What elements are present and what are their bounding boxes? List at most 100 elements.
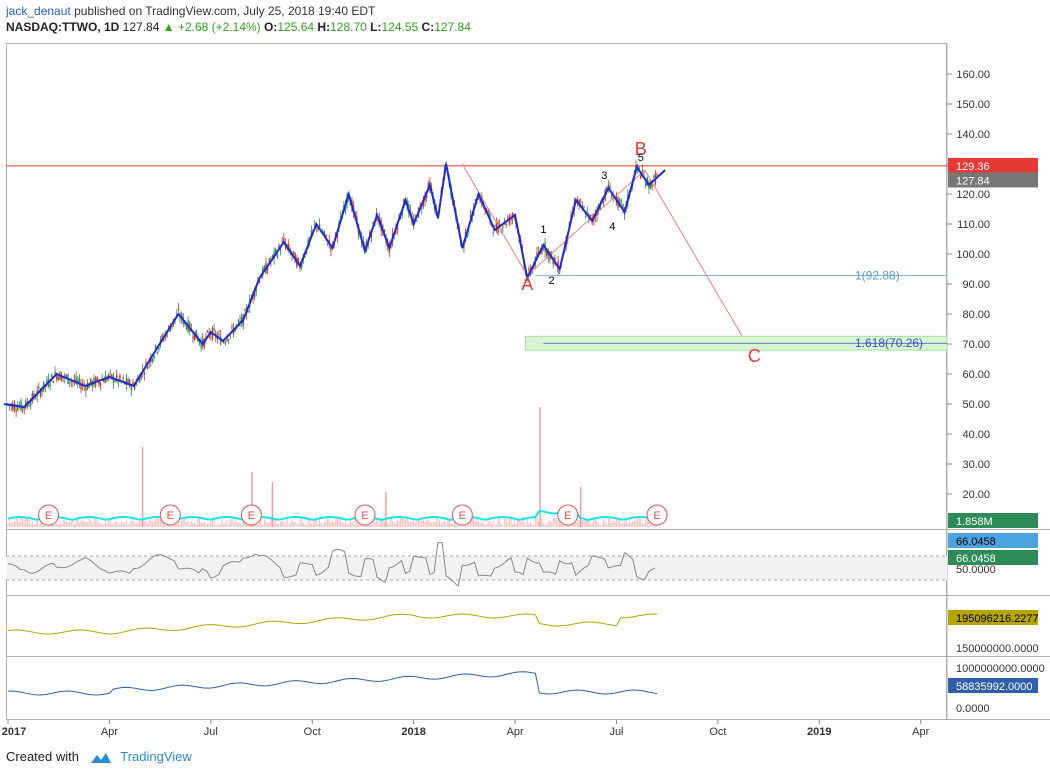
volume-bar bbox=[299, 517, 301, 527]
volume-bar bbox=[375, 518, 377, 527]
volume-bar bbox=[333, 522, 335, 527]
candle-body bbox=[653, 175, 655, 177]
volume-bar bbox=[622, 522, 624, 527]
candle-body bbox=[258, 280, 261, 283]
volume-bar bbox=[28, 519, 30, 527]
volume-bar bbox=[382, 518, 384, 527]
volume-bar bbox=[200, 521, 202, 527]
tradingview-brand-link[interactable]: TradingView bbox=[120, 749, 192, 764]
volume-bar bbox=[203, 521, 205, 527]
volume-bar bbox=[645, 518, 647, 527]
chart-svg[interactable]: 160.00 150.00 140.00 1 30.00 120.00 110.00 100.… bbox=[0, 0, 1050, 745]
candle-body bbox=[584, 216, 587, 218]
earnings-marker bbox=[557, 504, 579, 526]
candle-body bbox=[49, 384, 51, 387]
volume-bar bbox=[44, 524, 46, 527]
candle-body bbox=[421, 208, 423, 210]
volume-bar bbox=[636, 519, 639, 527]
volume-bar bbox=[453, 522, 455, 527]
axis-badges: 129.36127.841.858M66.045866.045850.00001… bbox=[948, 157, 1045, 715]
volume-bar bbox=[305, 524, 308, 527]
volume-bar bbox=[278, 523, 280, 527]
candle-body bbox=[119, 375, 121, 380]
volume-bar bbox=[62, 520, 64, 527]
candle-body bbox=[234, 328, 236, 332]
volume-bar bbox=[226, 520, 228, 527]
badge-rsi-1-bg bbox=[948, 533, 1038, 548]
volume-bar bbox=[640, 518, 642, 527]
volume-bar bbox=[124, 522, 126, 527]
price-tick-label: 40.00 bbox=[962, 429, 990, 441]
earnings-marker bbox=[38, 504, 60, 526]
volume-spike bbox=[579, 487, 582, 527]
volume-bar bbox=[581, 520, 584, 527]
volume-bar bbox=[228, 524, 230, 527]
candle-body bbox=[60, 374, 63, 382]
earnings-marker-label: E bbox=[459, 510, 466, 522]
candle-body bbox=[70, 380, 72, 382]
volume-bar bbox=[546, 524, 548, 527]
volume-bar bbox=[135, 522, 137, 527]
volume-bar bbox=[426, 520, 428, 527]
volume-bar bbox=[512, 524, 514, 527]
volume-bar bbox=[589, 524, 592, 527]
volume-bar bbox=[377, 520, 379, 527]
volume-bar bbox=[602, 519, 605, 527]
volume-bar bbox=[500, 523, 502, 527]
volume-bar bbox=[83, 521, 85, 527]
volume-bar bbox=[369, 523, 371, 527]
projection-xa bbox=[461, 163, 528, 276]
volume-bar bbox=[297, 524, 300, 527]
candle-body bbox=[132, 381, 134, 385]
open-label: O: bbox=[264, 20, 278, 34]
volume-bar bbox=[623, 521, 626, 527]
volume-bar bbox=[451, 523, 454, 527]
candle-body bbox=[260, 276, 262, 279]
volume-bar bbox=[9, 519, 11, 527]
candle-body bbox=[528, 268, 530, 270]
volume-bar bbox=[549, 520, 551, 527]
volume-bar bbox=[96, 520, 98, 527]
volume-bar bbox=[194, 522, 196, 527]
volume-bar bbox=[93, 517, 95, 527]
candle-body bbox=[39, 389, 42, 397]
volume-bar bbox=[41, 521, 43, 527]
candle-body bbox=[46, 379, 48, 385]
volume-bar bbox=[390, 518, 392, 527]
time-tick-label: Oct bbox=[709, 726, 726, 738]
time-tick-label: 2018 bbox=[401, 726, 425, 738]
candle-body bbox=[180, 313, 183, 320]
volume-bar bbox=[7, 523, 9, 527]
volume-bar bbox=[552, 518, 554, 527]
volume-spike bbox=[539, 407, 541, 527]
volume-bar bbox=[542, 523, 545, 527]
volume-bar bbox=[310, 523, 313, 527]
candle-body bbox=[34, 398, 37, 400]
volume-bar bbox=[502, 524, 504, 527]
volume-bar bbox=[499, 517, 501, 527]
created-with-label: Created with bbox=[6, 749, 79, 764]
elliott-wave[interactable] bbox=[3, 163, 666, 409]
indicator3-line bbox=[7, 671, 658, 696]
symbol-name[interactable]: NASDAQ:TTWO, 1D bbox=[6, 20, 120, 34]
volume-bar bbox=[476, 517, 478, 527]
candle-body bbox=[492, 232, 494, 234]
volume-bar bbox=[155, 518, 157, 527]
price-change: +2.68 (+2.14%) bbox=[177, 20, 261, 34]
volume-bar bbox=[211, 517, 214, 527]
candle-body bbox=[596, 211, 598, 217]
candle-body bbox=[416, 220, 418, 222]
wave-line bbox=[3, 163, 666, 409]
volume-bar bbox=[292, 521, 295, 527]
author-link[interactable]: jack_denaut bbox=[6, 4, 71, 18]
candle-body bbox=[171, 325, 173, 327]
volume-bar bbox=[409, 522, 412, 527]
volume-bar bbox=[593, 520, 595, 527]
volume-bar bbox=[288, 524, 290, 527]
price-tick-label: 110.00 bbox=[957, 219, 990, 231]
volume-bar bbox=[156, 518, 158, 527]
fib-extension[interactable]: 1(92.88) 1.618(70.26) bbox=[6, 163, 948, 351]
candle-body bbox=[198, 340, 201, 343]
candle-body bbox=[154, 345, 157, 351]
